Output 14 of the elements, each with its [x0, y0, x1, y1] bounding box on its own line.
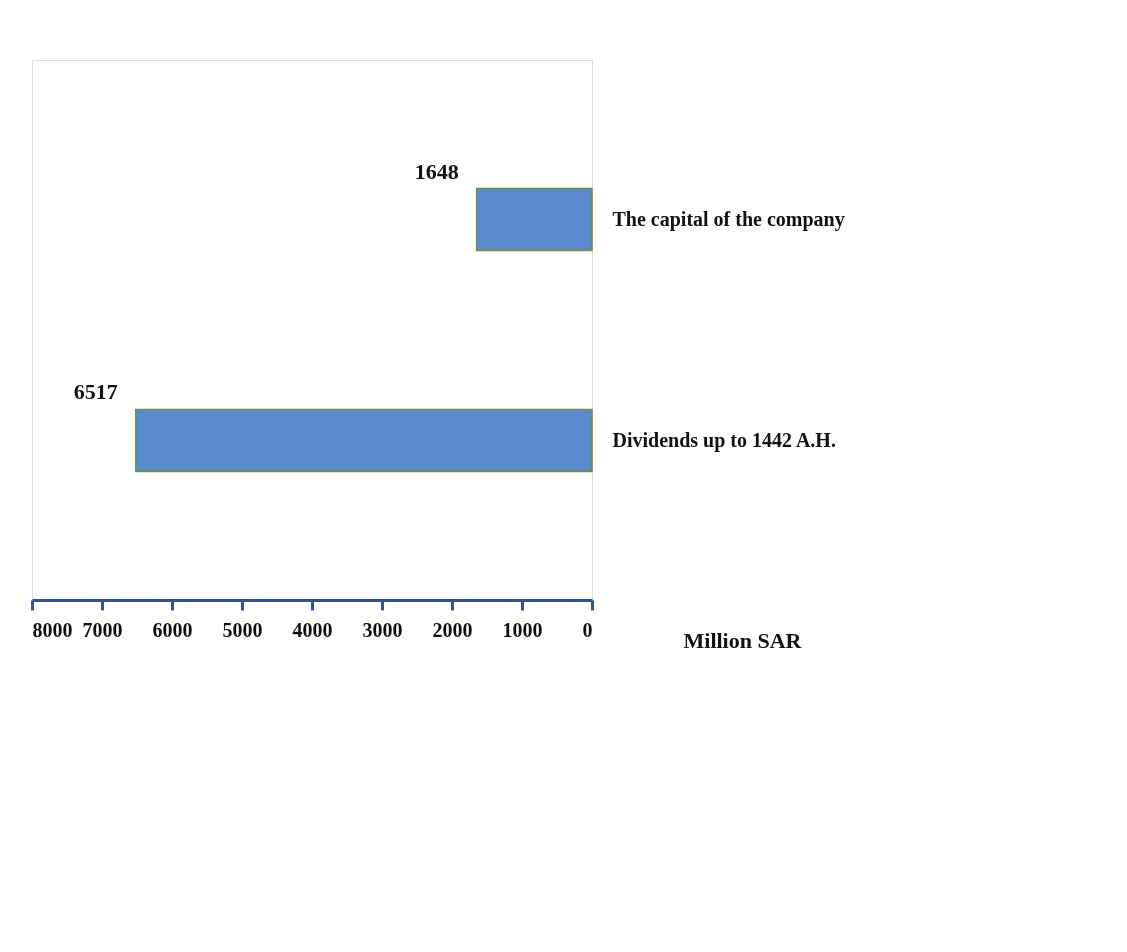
x-axis-title: Million SAR	[683, 627, 803, 653]
x-tick-label: 0	[582, 618, 593, 641]
x-tick-label: 1000	[502, 618, 543, 641]
x-tick-label: 8000	[32, 618, 73, 641]
data-label: 1648	[414, 158, 459, 184]
x-tick-label: 4000	[292, 618, 333, 641]
x-tick-label: 5000	[222, 618, 263, 641]
x-tick-label: 6000	[152, 618, 193, 641]
x-tick-label: 2000	[432, 618, 473, 641]
x-tick-label: 3000	[362, 618, 403, 641]
x-tick-label: 7000	[82, 618, 123, 641]
data-label: 6517	[73, 379, 118, 405]
y-tick-label: The capital of the company	[612, 208, 845, 232]
y-tick-label: Dividends up to 1442 A.H.	[612, 428, 836, 452]
